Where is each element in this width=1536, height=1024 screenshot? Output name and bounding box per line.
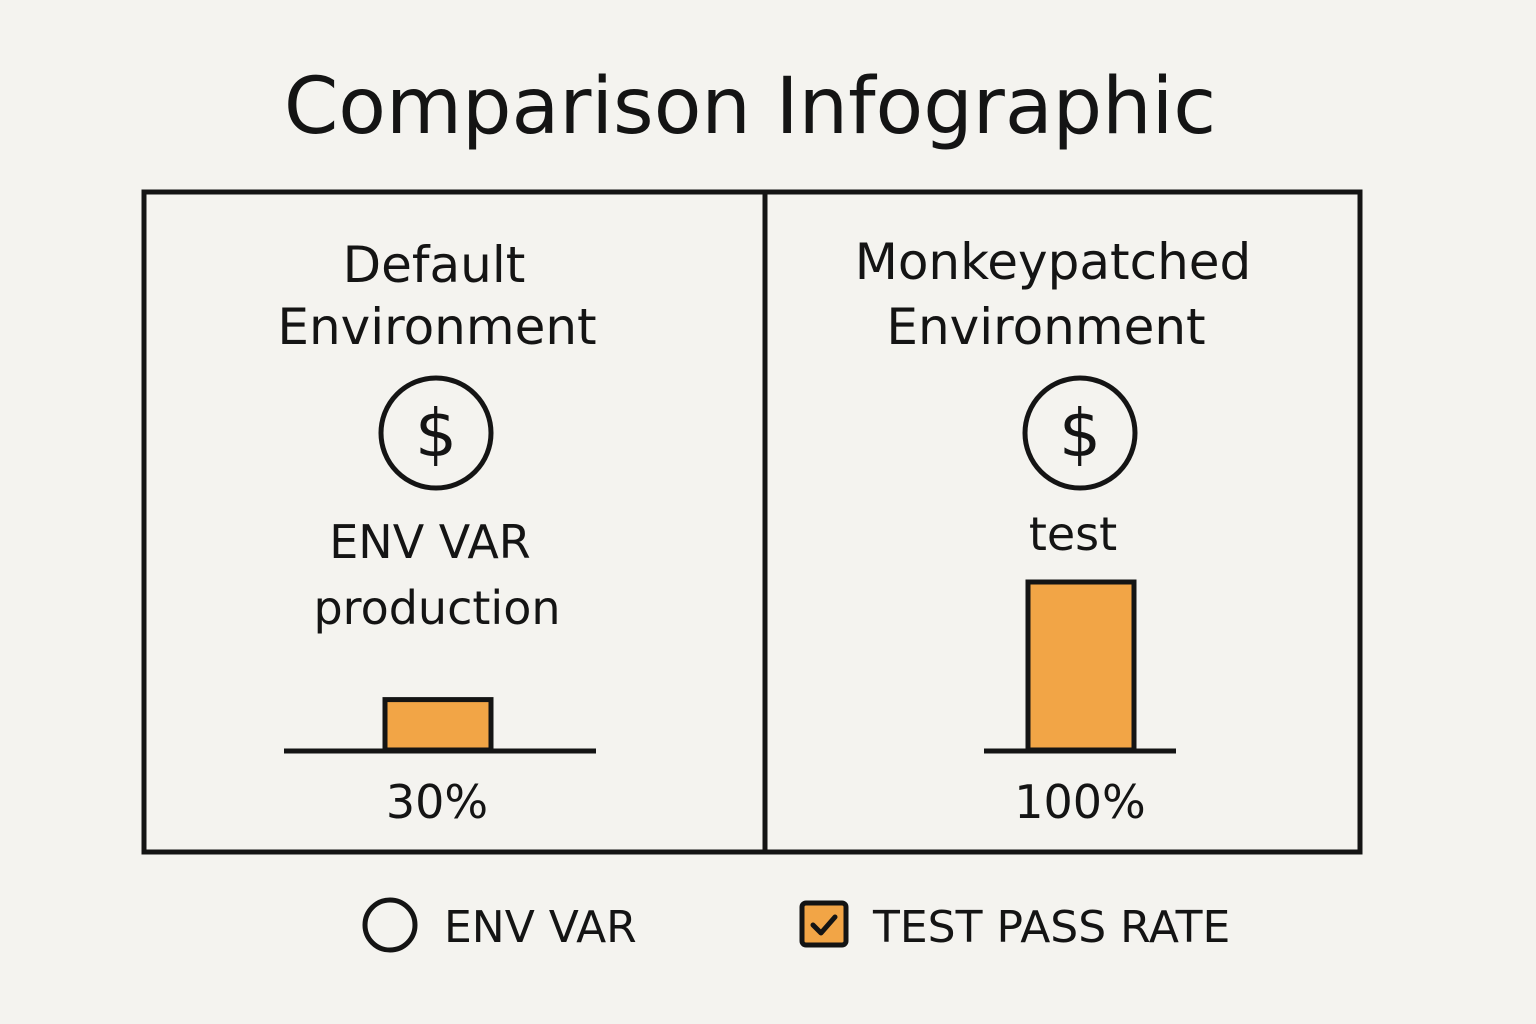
panel-heading-line2: Environment [886,298,1205,356]
env-var-value: test [1029,507,1117,561]
legend-item-env-var: ENV VAR [362,897,637,953]
svg-text:$: $ [415,395,457,472]
checkbox-icon [799,900,849,948]
legend-label: ENV VAR [444,902,637,953]
env-var-label: ENV VAR [329,515,531,569]
bar-value-label: 30% [386,775,488,829]
legend-item-test-pass-rate: TEST PASS RATE [799,900,1230,953]
bar-default-test-pass-rate [382,697,494,753]
panel-heading-line1: Default [343,236,526,294]
bar-value-label: 100% [1014,775,1146,829]
env-var-value: production [313,581,560,635]
svg-text:$: $ [1059,395,1101,472]
bar-monkeypatched-test-pass-rate [1025,579,1137,753]
dollar-icon: $ [1022,375,1138,491]
circle-icon [362,897,418,953]
chart-title: Comparison Infographic [284,62,1216,152]
legend: ENV VAR TEST PASS RATE [362,897,1230,953]
chart-frame [141,189,1363,855]
legend-label: TEST PASS RATE [872,902,1230,953]
dollar-icon: $ [378,375,494,491]
panel-default-environment: Default Environment $ ENV VAR production… [277,236,596,829]
panel-heading-line1: Monkeypatched [855,233,1252,291]
panel-monkeypatched-environment: Monkeypatched Environment $ test 100% [855,233,1252,829]
panel-heading-line2: Environment [277,298,596,356]
